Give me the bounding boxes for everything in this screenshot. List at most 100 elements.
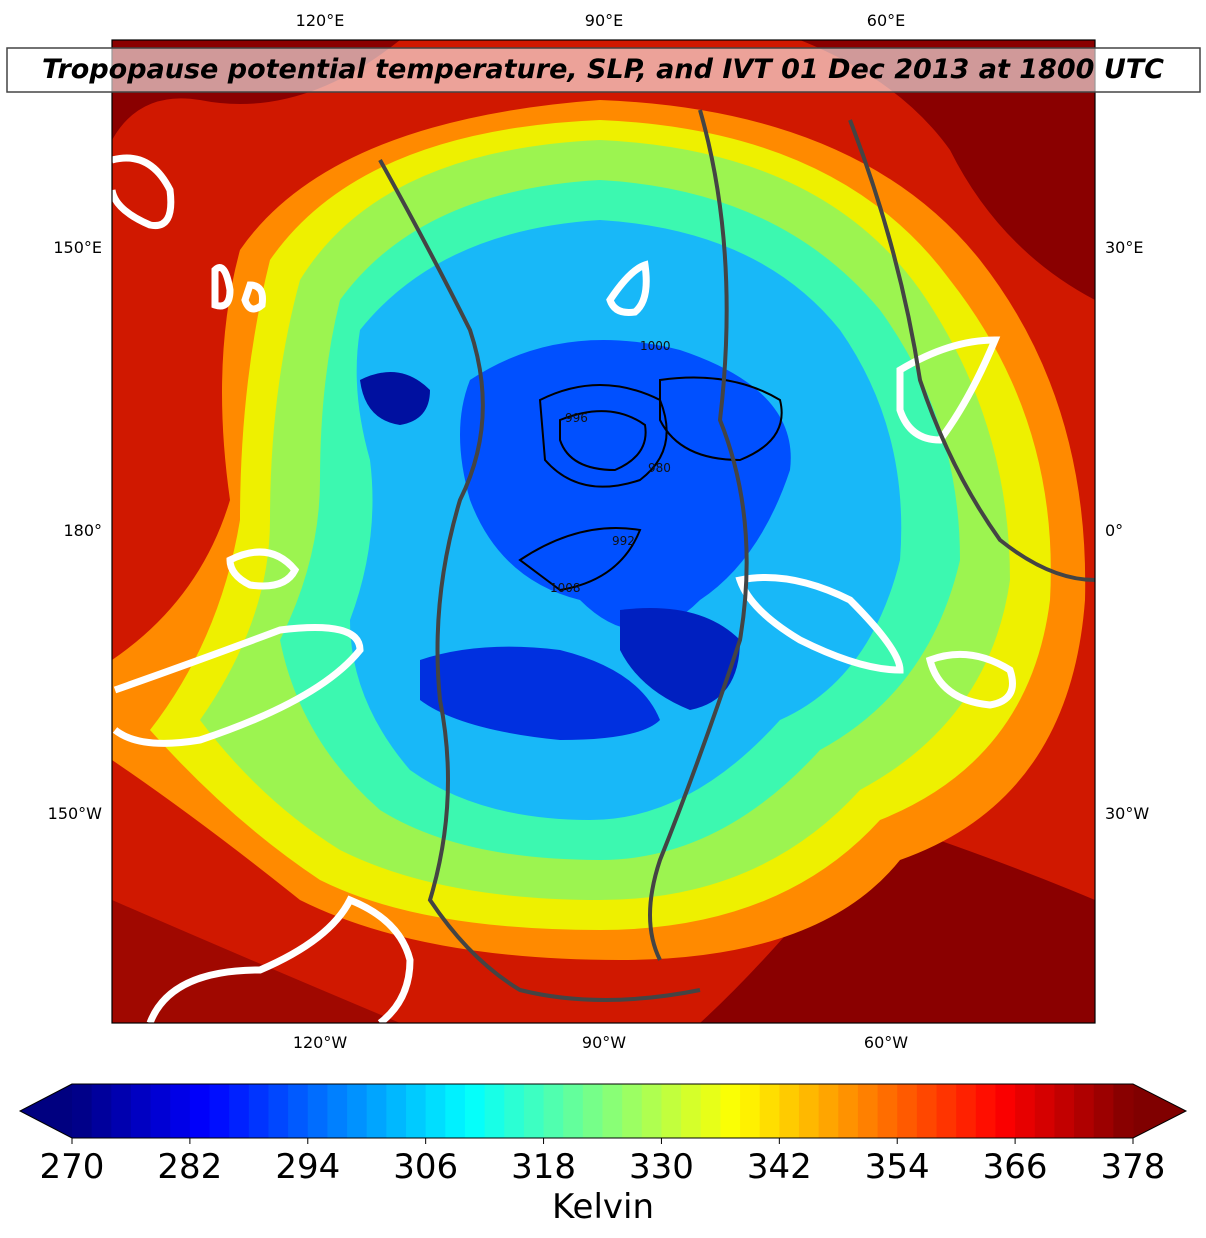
colorbar-segment [406,1084,427,1138]
ivt-contour [112,624,364,747]
ivt-contour [606,260,650,316]
ivt-contours [112,154,1016,1023]
contour-label: 996 [565,411,588,425]
coastline [378,159,701,1002]
coastline [848,119,1095,582]
colorbar: 270 282 294 306 318 330 342 354 366 378 [18,1083,1188,1187]
colorbar-segment [582,1084,604,1138]
contour-label: 1008 [550,581,581,595]
colorbar-segment [347,1084,368,1138]
colorbar-segment [1034,1084,1056,1138]
lon-label: 150°E [53,238,102,257]
lon-label: 180° [63,521,102,540]
colorbar-segment [1074,1084,1095,1138]
ivt-contour [226,548,300,590]
lon-label: 150°W [48,804,103,823]
colorbar-segment [877,1084,898,1138]
slp-contour [559,410,647,472]
colorbar-segment [700,1084,721,1138]
lon-label: 90°E [585,11,623,30]
map-field [112,40,1095,1023]
colorbar-extend-low [20,1084,72,1138]
colorbar-segment [366,1084,387,1138]
colorbar-segment [759,1084,780,1138]
colorbar-segment [641,1084,663,1138]
colorbar-segment [995,1084,1016,1138]
colorbar-segment [464,1084,486,1138]
colorbar-segment [779,1084,800,1138]
axis-labels: 120°E 90°E 60°E 120°W 90°W 60°W 150°E 180° 150°W… [48,11,1150,1052]
colorbar-segment [857,1084,879,1138]
lon-label: 60°W [864,1033,908,1052]
colorbar-segment [838,1084,859,1138]
colorbar-segment [425,1084,446,1138]
colorbar-segment [189,1084,211,1138]
colorbar-segment [798,1084,820,1138]
colorbar-segment [1015,1084,1036,1138]
colorbar-segment [72,1084,93,1138]
slp-contour [518,527,642,592]
colorbar-segment [91,1084,112,1138]
colorbar-segment [897,1084,918,1138]
colorbar-segment [268,1084,289,1138]
colorbar-segment [740,1084,761,1138]
contour-label: 1000 [640,339,671,353]
colorbar-segment [229,1084,250,1138]
colorbar-segment [720,1084,741,1138]
ivt-contour [735,574,904,674]
colorbar-segment [1113,1084,1134,1138]
colorbar-segment [975,1084,997,1138]
colorbar-segment [681,1084,702,1138]
colorbar-segment [130,1084,152,1138]
colorbar-tick-label: 282 [157,1147,222,1187]
colorbar-tick-label: 330 [629,1147,694,1187]
ivt-contour [112,154,175,230]
colorbar-tick-label: 354 [865,1147,930,1187]
colorbar-segment [602,1084,623,1138]
contour-label: 992 [612,534,635,548]
colorbar-segment [209,1084,230,1138]
lon-label: 30°E [1105,238,1143,257]
colorbar-segment [936,1084,957,1138]
slp-contour [659,376,783,462]
colorbar-segment [288,1084,309,1138]
colorbar-segment [1054,1084,1075,1138]
ivt-contour [146,895,414,1023]
colorbar-segment [484,1084,505,1138]
lon-label: 30°W [1105,804,1149,823]
colorbar-tick-label: 378 [1101,1147,1166,1187]
colorbar-segment [248,1084,270,1138]
ivt-contour [211,264,266,313]
contour-label: 980 [648,461,671,475]
colorbar-tick-label: 342 [747,1147,812,1187]
blue-region [620,608,740,710]
colorbar-tick-label: 318 [511,1147,576,1187]
colorbar-extend-high [1133,1084,1186,1138]
colorbar-tick-label: 366 [983,1147,1048,1187]
colorbar-segment [504,1084,525,1138]
colorbar-segment [916,1084,938,1138]
colorbar-segment [1093,1084,1114,1138]
colorbar-label: Kelvin [552,1187,654,1227]
slp-contour [538,384,668,488]
colorbar-tick-label: 306 [393,1147,458,1187]
colorbar-segment [170,1084,191,1138]
lon-label: 0° [1105,521,1123,540]
colorbar-segment [386,1084,407,1138]
colorbar-segment [111,1084,132,1138]
colorbar-segment [327,1084,348,1138]
colorbar-segment [956,1084,977,1138]
dark-region [700,820,1095,1023]
blue-region [360,372,430,425]
colorbar-segment [445,1084,466,1138]
colorbar-segment [307,1084,329,1138]
lon-label: 120°W [293,1033,348,1052]
lon-label: 120°E [296,11,345,30]
colorbar-segment [622,1084,643,1138]
colorbar-tick-label: 270 [40,1147,105,1187]
coastlines [378,109,1095,1002]
lon-label: 90°W [582,1033,626,1052]
lon-label: 60°E [867,11,905,30]
ivt-contour [896,336,1001,444]
